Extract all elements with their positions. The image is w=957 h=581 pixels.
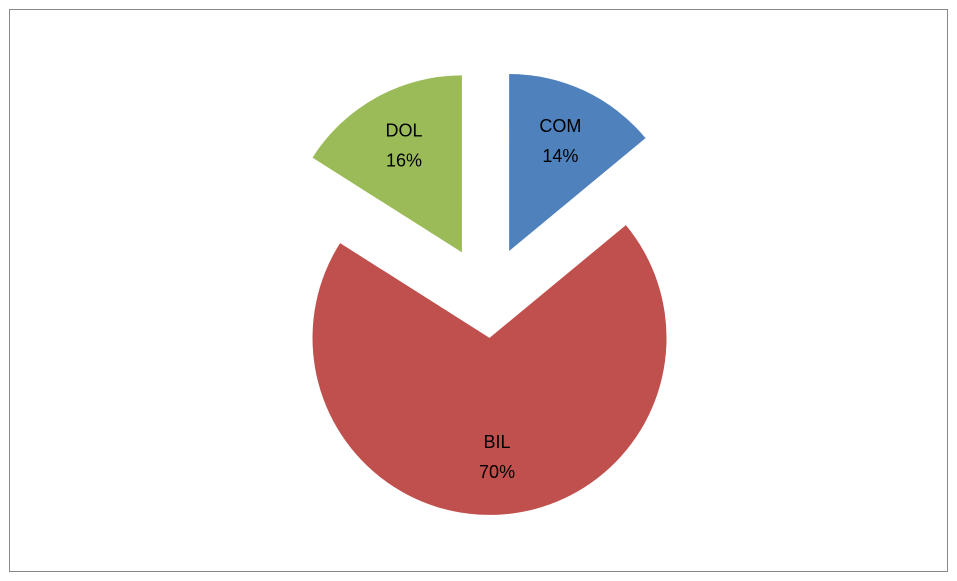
pie-slice — [312, 75, 462, 253]
slice-value-label: 70% — [479, 462, 515, 482]
slice-category-label: BIL — [484, 432, 511, 452]
slice-value-label: 14% — [542, 146, 578, 166]
pie-slice — [312, 225, 667, 515]
pie-slice — [509, 73, 646, 251]
slice-category-label: DOL — [385, 121, 422, 141]
slice-value-label: 16% — [386, 151, 422, 171]
slice-category-label: COM — [539, 116, 581, 136]
